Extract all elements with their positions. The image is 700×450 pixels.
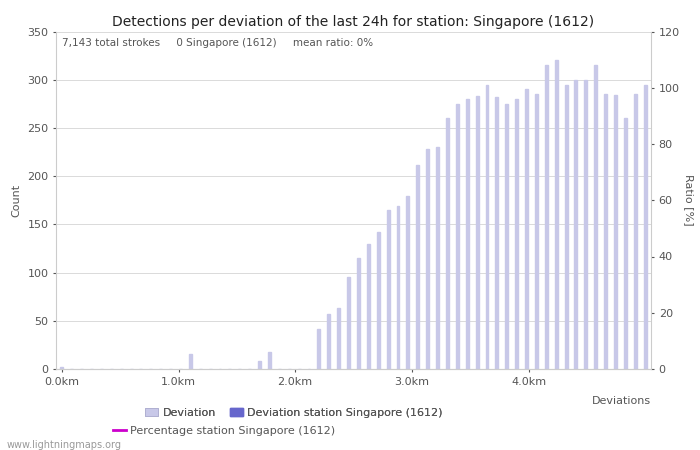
Bar [505,104,508,369]
Bar [436,147,439,369]
Bar [475,96,479,369]
Bar [614,95,617,369]
Title: Detections per deviation of the last 24h for station: Singapore (1612): Detections per deviation of the last 24h… [113,15,594,29]
Bar [496,97,498,369]
Bar [604,94,607,369]
Legend: Deviation, Deviation station Singapore (1612): Deviation, Deviation station Singapore (… [141,403,447,422]
Bar [407,196,410,369]
Text: www.lightningmaps.org: www.lightningmaps.org [7,440,122,450]
Bar [594,65,597,369]
Bar [535,94,538,369]
Bar [258,361,261,369]
Bar [328,314,330,369]
Bar [525,90,528,369]
Bar [644,85,647,369]
Y-axis label: Count: Count [12,184,22,217]
Bar [554,60,558,369]
Bar [60,367,63,369]
Bar [377,232,379,369]
Bar [386,210,390,369]
Text: 7,143 total strokes     0 Singapore (1612)     mean ratio: 0%: 7,143 total strokes 0 Singapore (1612) m… [62,38,373,48]
Bar [545,65,548,369]
Bar [456,104,458,369]
Bar [317,328,321,369]
Bar [624,118,627,369]
Bar [367,243,370,369]
Bar [575,80,577,369]
Bar [634,94,637,369]
Bar [466,99,469,369]
Bar [446,118,449,369]
Bar [189,354,192,369]
Bar [268,351,271,369]
Bar [347,277,350,369]
Y-axis label: Ratio [%]: Ratio [%] [684,175,694,226]
Bar [416,165,419,369]
Bar [396,206,400,369]
Bar [337,308,340,369]
Bar [565,85,568,369]
Legend: Percentage station Singapore (1612): Percentage station Singapore (1612) [108,421,340,440]
Bar [357,258,360,369]
Bar [515,99,518,369]
Text: Deviations: Deviations [592,396,651,406]
Bar [426,149,429,369]
Bar [584,80,587,369]
Bar [486,85,489,369]
